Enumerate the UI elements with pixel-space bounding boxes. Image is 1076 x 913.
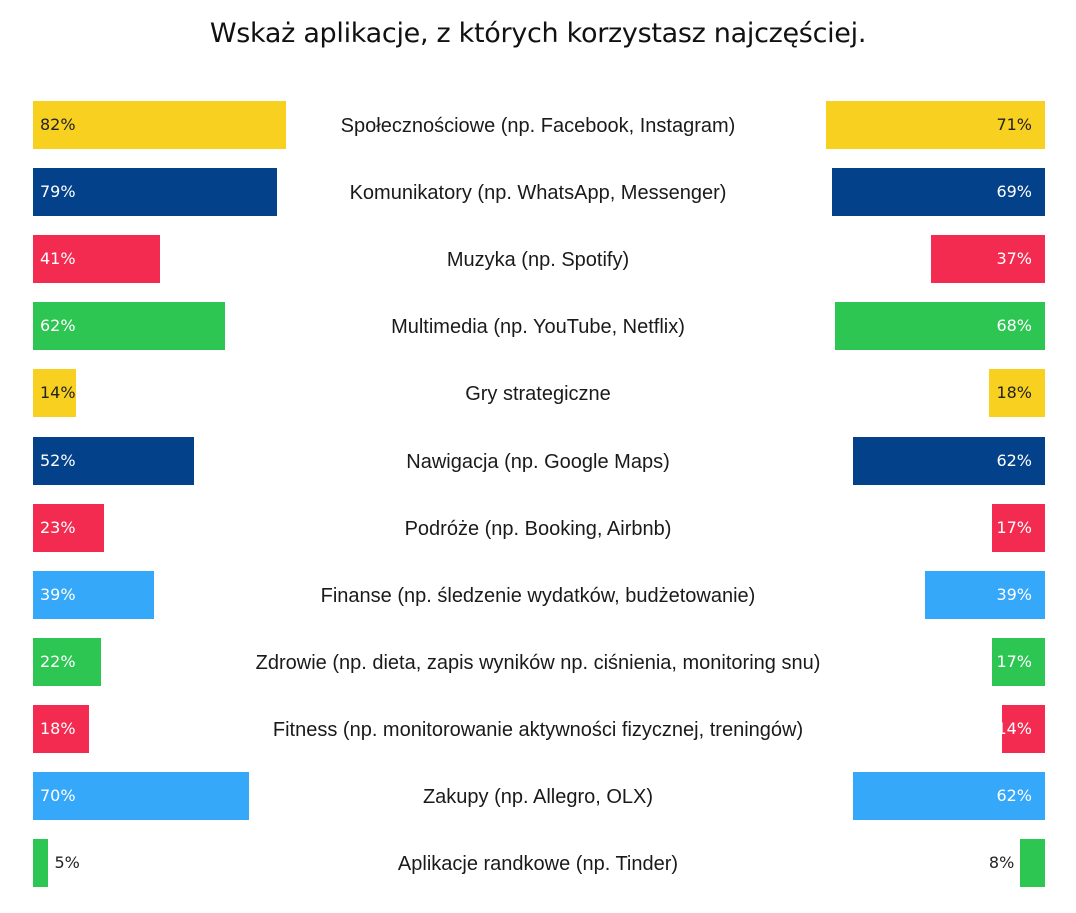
chart-row: 79% 69% Komunikatory (np. WhatsApp, Messen… — [0, 168, 1076, 217]
right-bar — [834, 302, 1045, 351]
right-value-label: 69% — [996, 182, 1032, 202]
left-value-label: 62% — [40, 316, 76, 336]
left-bar — [33, 637, 101, 686]
left-bar — [33, 839, 49, 888]
chart-row: 39% 39% Finanse (np. śledzenie wydatków, b… — [0, 570, 1076, 619]
right-value-label: 62% — [996, 786, 1032, 805]
left-value-label: 52% — [40, 450, 76, 470]
left-bar — [33, 503, 105, 552]
right-value-label: 8% — [988, 853, 1015, 873]
left-value-label: 23% — [40, 517, 76, 537]
left-bar — [33, 570, 154, 619]
left-value-label: 41% — [40, 249, 76, 269]
chart-row: 14% 18% Gry strategiczne — [0, 369, 1076, 418]
left-value-label: 82% — [40, 115, 76, 134]
chart-row: 70% 62% Zakupy (np. Allegro, OLX) — [0, 772, 1076, 820]
right-value-label: 14% — [996, 718, 1032, 738]
right-bar — [853, 772, 1045, 820]
left-bar — [33, 369, 77, 418]
right-bar — [989, 369, 1045, 418]
right-bar — [992, 637, 1045, 686]
right-value-label: 17% — [996, 651, 1032, 671]
left-bar — [33, 101, 287, 149]
right-value-label: 68% — [996, 316, 1032, 336]
category-label: Komunikatory (np. WhatsApp, Messenger) — [349, 182, 727, 205]
right-bar — [930, 235, 1045, 284]
right-value-label: 62% — [996, 450, 1032, 470]
category-label: Gry strategiczne — [465, 383, 611, 406]
category-label: Fitness (np. monitorowanie aktywności fi… — [272, 718, 804, 741]
left-value-label: 22% — [40, 651, 76, 671]
chart-row: 52% 62% Nawigacja (np. Google Maps) — [0, 436, 1076, 485]
category-label: Finanse (np. śledzenie wydatków, budżeto… — [320, 584, 756, 607]
right-value-label: 17% — [996, 517, 1032, 537]
right-bar — [924, 570, 1045, 619]
left-bar — [33, 168, 278, 217]
category-label: Multimedia (np. YouTube, Netflix) — [391, 316, 685, 339]
right-bar — [1020, 839, 1045, 888]
right-bar — [1001, 704, 1045, 753]
left-bar — [33, 302, 225, 351]
chart-row: 23% 17% Podróże (np. Booking, Airbnb) — [0, 503, 1076, 552]
chart-row: 18% 14% Fitness (np. monitorowanie aktywno… — [0, 704, 1076, 753]
right-value-label: 18% — [996, 383, 1032, 403]
category-label: Muzyka (np. Spotify) — [446, 249, 630, 272]
chart-row: 5% 8% Aplikacje randkowe (np. Tinder) — [0, 839, 1076, 888]
chart-row: 22% 17% Zdrowie (np. dieta, zapis wyników … — [0, 637, 1076, 686]
chart-title: Wskaż aplikacje, z których korzystasz na… — [209, 18, 867, 49]
right-bar — [992, 503, 1045, 552]
left-value-label: 79% — [40, 182, 76, 202]
left-bar — [33, 235, 160, 284]
left-value-label: 14% — [40, 383, 76, 403]
right-bar — [853, 436, 1045, 485]
category-label: Zakupy (np. Allegro, OLX) — [422, 786, 654, 808]
chart-row: 41% 37% Muzyka (np. Spotify) — [0, 235, 1076, 284]
left-bar — [33, 704, 89, 753]
category-label: Społecznościowe (np. Facebook, Instagram… — [340, 115, 736, 137]
left-value-label: 39% — [40, 584, 76, 604]
left-bar — [33, 772, 250, 820]
left-bar — [33, 436, 194, 485]
category-label: Podróże (np. Booking, Airbnb) — [404, 517, 672, 540]
category-label: Nawigacja (np. Google Maps) — [406, 450, 670, 473]
right-bar — [825, 101, 1045, 149]
chart-row: 82% 71% Społecznościowe (np. Facebook, Ins… — [0, 101, 1076, 149]
category-label: Aplikacje randkowe (np. Tinder) — [397, 853, 679, 876]
right-value-label: 71% — [996, 115, 1032, 134]
right-value-label: 39% — [996, 584, 1032, 604]
chart-row: 62% 68% Multimedia (np. YouTube, Netflix) — [0, 302, 1076, 351]
right-bar — [831, 168, 1045, 217]
left-value-label: 18% — [40, 718, 76, 738]
right-value-label: 37% — [996, 249, 1032, 269]
left-value-label: 70% — [40, 786, 76, 805]
left-value-label: 5% — [54, 853, 80, 873]
category-label: Zdrowie (np. dieta, zapis wyników np. ci… — [255, 651, 821, 674]
